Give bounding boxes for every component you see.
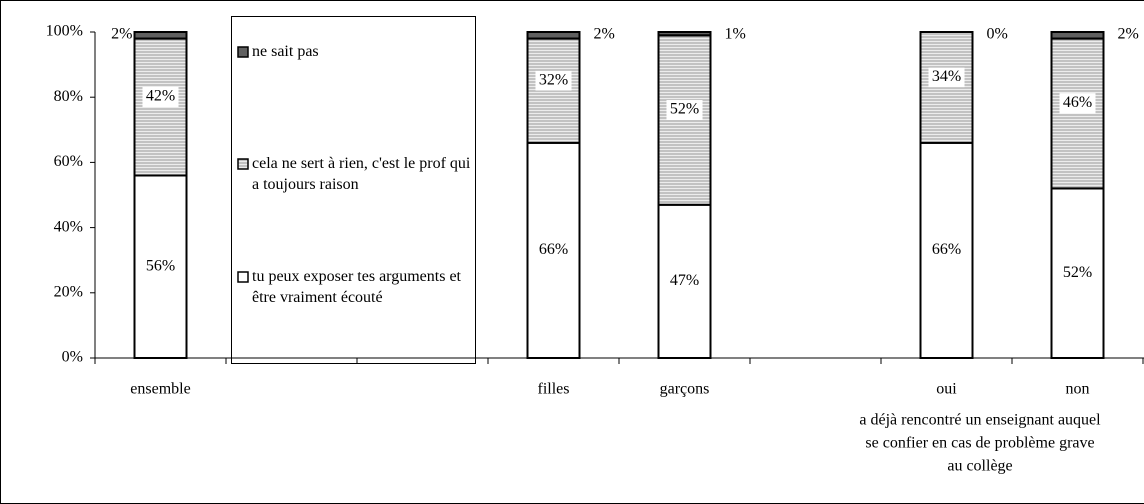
legend-label: ne sait pas bbox=[252, 43, 319, 60]
label-bg bbox=[142, 86, 179, 107]
bar-segment bbox=[133, 31, 188, 40]
x-tick-label: oui bbox=[936, 381, 957, 398]
value-label: 42% bbox=[146, 88, 175, 105]
group-label: au collège bbox=[947, 458, 1012, 475]
value-label: 56% bbox=[146, 257, 175, 274]
value-label: 66% bbox=[539, 241, 568, 258]
legend-swatch bbox=[237, 271, 249, 283]
label-bg bbox=[666, 100, 703, 121]
x-tick-label: garçons bbox=[660, 381, 710, 398]
label-bg bbox=[1059, 93, 1096, 114]
value-label: 46% bbox=[1063, 94, 1092, 111]
group-label: a déjà rencontré un enseignant auquel bbox=[859, 412, 1101, 429]
y-tick-label: 0% bbox=[62, 349, 83, 366]
legend-swatch bbox=[237, 46, 249, 58]
label-bg bbox=[535, 240, 572, 261]
y-tick-label: 100% bbox=[46, 23, 83, 40]
bar-segment bbox=[526, 31, 581, 40]
x-tick-label: filles bbox=[538, 381, 570, 398]
y-tick-label: 40% bbox=[54, 218, 83, 235]
value-label: 34% bbox=[932, 68, 961, 85]
value-label: 2% bbox=[594, 26, 615, 43]
bar-segment bbox=[657, 34, 712, 206]
label-bg bbox=[666, 271, 703, 292]
bar-segment bbox=[657, 31, 712, 37]
y-tick-label: 60% bbox=[54, 153, 83, 170]
x-tick-label: non bbox=[1066, 381, 1090, 398]
label-bg bbox=[142, 256, 179, 277]
label-bg bbox=[1059, 263, 1096, 284]
label-bg bbox=[928, 67, 965, 88]
group-label: se confier en cas de problème grave bbox=[865, 435, 1094, 452]
label-bg bbox=[928, 240, 965, 261]
value-label: 2% bbox=[1118, 26, 1139, 43]
y-tick-label: 80% bbox=[54, 88, 83, 105]
value-label: 47% bbox=[670, 272, 699, 289]
y-tick-label: 20% bbox=[54, 283, 83, 300]
bar-segment bbox=[1050, 31, 1105, 40]
legend-swatch bbox=[237, 158, 249, 170]
label-bg bbox=[535, 70, 572, 91]
legend-box bbox=[231, 16, 476, 364]
value-label: 1% bbox=[725, 26, 746, 43]
x-tick-label: ensemble bbox=[130, 381, 190, 398]
value-label: 52% bbox=[1063, 264, 1092, 281]
value-label: 52% bbox=[670, 101, 699, 118]
value-label: 2% bbox=[111, 26, 132, 43]
legend-label: cela ne sert à rien, c'est le prof qui a… bbox=[252, 155, 471, 193]
value-label: 66% bbox=[932, 241, 961, 258]
value-label: 32% bbox=[539, 71, 568, 88]
value-label: 0% bbox=[987, 26, 1008, 43]
legend-label: tu peux exposer tes arguments et être vr… bbox=[252, 268, 461, 306]
